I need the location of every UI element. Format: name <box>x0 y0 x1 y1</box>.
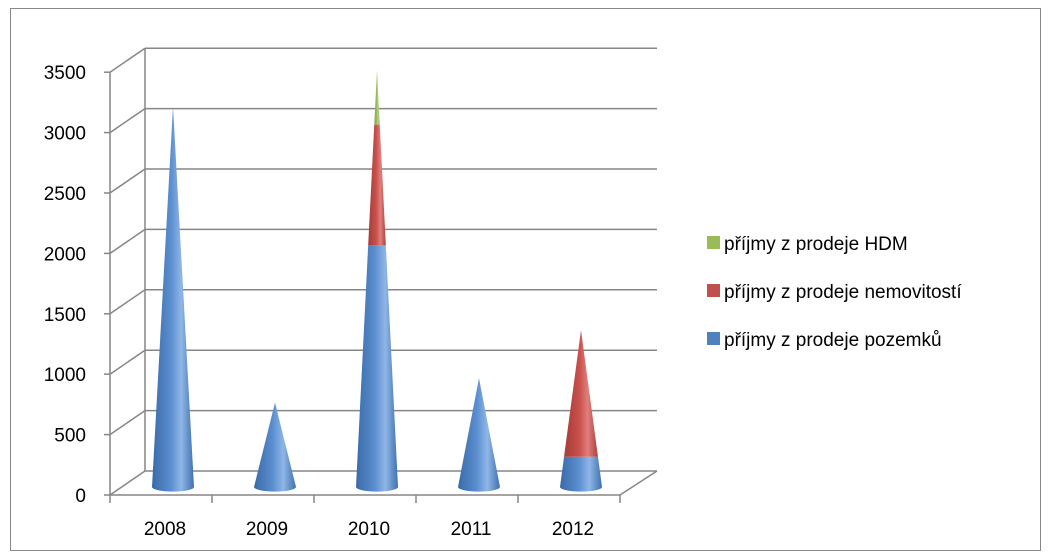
gridline-side <box>109 409 146 436</box>
cone-segment <box>254 402 296 492</box>
legend-label: příjmy z prodeje pozemků <box>724 330 942 351</box>
y-tick-label: 3000 <box>44 124 86 145</box>
legend-swatch <box>707 236 720 249</box>
x-tick-label: 2011 <box>451 519 492 540</box>
y-tick-label: 1000 <box>44 365 86 386</box>
gridline-side <box>109 47 146 73</box>
legend-label: příjmy z prodeje HDM <box>724 234 908 255</box>
gridline-side <box>109 228 146 255</box>
cones <box>152 70 602 492</box>
gridline-side <box>109 168 146 194</box>
legend-swatch <box>707 332 720 345</box>
cone-segment <box>374 70 380 125</box>
x-axis-ticks: 2008 2009 2010 2011 2012 <box>144 519 594 540</box>
cone-segment <box>152 106 194 492</box>
gridline-side <box>109 107 146 134</box>
y-tick-label: 0 <box>75 486 86 507</box>
cone-segment <box>368 124 386 246</box>
legend: příjmy z prodeje HDM příjmy z prodeje nem… <box>707 234 962 351</box>
y-tick-label: 2000 <box>44 244 86 265</box>
gridline-side <box>109 289 146 315</box>
y-tick-label: 2500 <box>44 184 86 205</box>
x-tick-label: 2010 <box>348 519 390 540</box>
legend-swatch <box>707 284 720 297</box>
x-tick-label: 2012 <box>552 519 594 540</box>
floor-right-edge <box>619 470 658 496</box>
gridline-side <box>109 470 146 496</box>
cone-segment <box>560 456 602 492</box>
cone-segment <box>458 378 500 492</box>
x-tick-label: 2009 <box>246 519 288 540</box>
axes <box>104 48 658 503</box>
cone-segment <box>564 329 598 457</box>
gridline-side <box>109 349 146 375</box>
cone-segment <box>356 245 398 492</box>
y-tick-label: 500 <box>54 426 86 447</box>
legend-label: příjmy z prodeje nemovitostí <box>724 282 962 303</box>
y-tick-label: 1500 <box>44 305 86 326</box>
x-tick-label: 2008 <box>144 519 186 540</box>
y-axis-ticks: 0 500 1000 1500 2000 2500 3000 3500 <box>44 63 86 507</box>
y-tick-label: 3500 <box>44 63 86 84</box>
